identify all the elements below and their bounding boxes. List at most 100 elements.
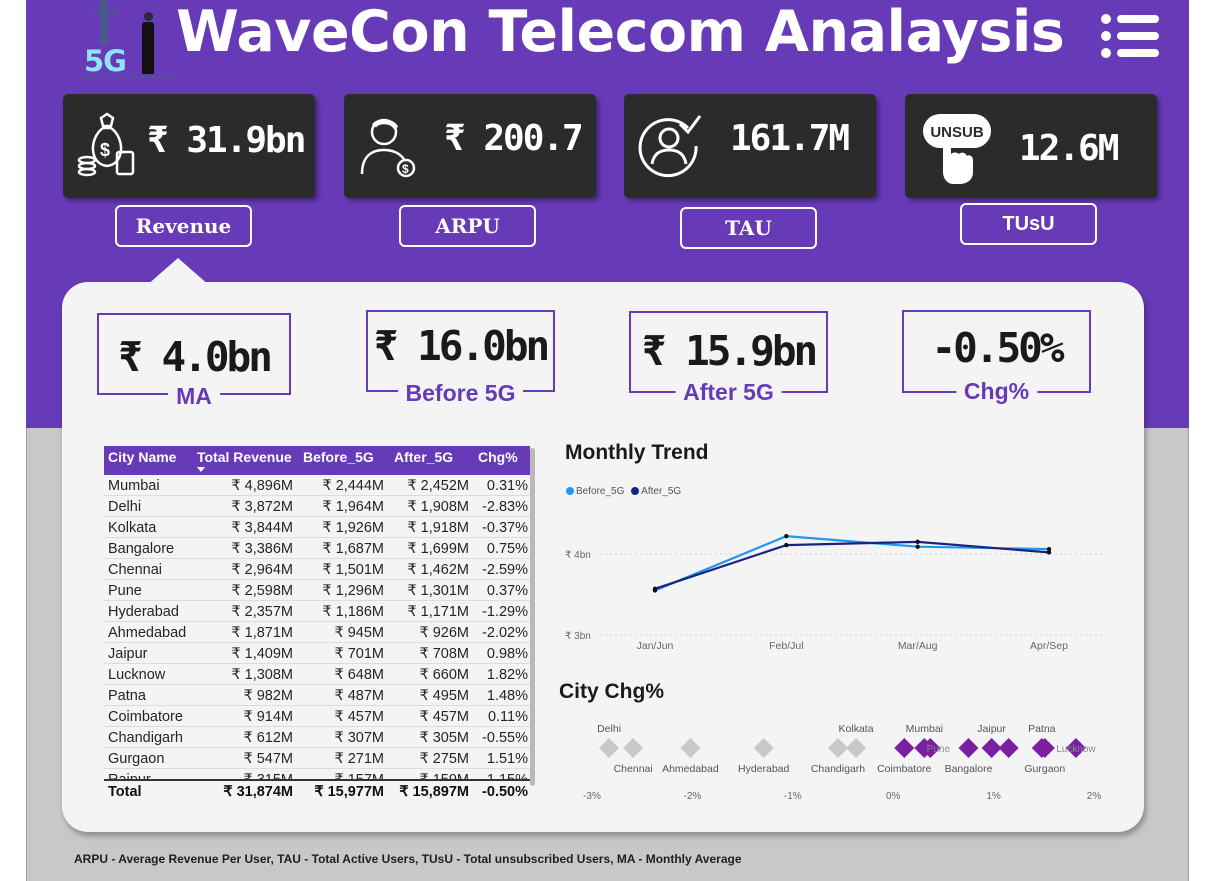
data-point[interactable] [920,738,941,758]
legend-item-after-5g[interactable]: After_5G [631,486,681,497]
table-row[interactable]: Gurgaon ₹ 547M ₹ 271M ₹ 275M 1.51% [104,748,530,769]
data-point[interactable] [1046,546,1052,552]
kpi-label-tau[interactable]: TAU [680,207,817,249]
cell-total-revenue: ₹ 2,964M [231,562,293,578]
point-label: Jaipur [977,723,1006,735]
tower-icon [92,0,116,44]
x-tick-label: 2% [1087,791,1102,802]
cell-before-5g: ₹ 457M [334,709,384,725]
menu-icon[interactable] [1101,14,1161,58]
cell-chg: 0.31% [486,478,528,494]
data-point[interactable] [784,533,789,539]
kpi-value: ₹ 31.9bn [147,120,306,161]
point-label: Kolkata [839,723,874,735]
table-row[interactable]: Raipur ₹ 315M₹ 157M₹ 159M1.15% [104,769,530,779]
data-point[interactable] [1046,550,1052,555]
data-point[interactable] [998,738,1019,758]
cell-city: Mumbai [108,478,160,494]
data-point[interactable] [981,738,1002,758]
table-row[interactable]: Patna ₹ 982M ₹ 487M ₹ 495M 1.48% [104,685,530,706]
column-header-city[interactable]: City Name [108,449,177,465]
cell-after-5g: ₹ 1,462M [407,562,469,578]
column-header-after-5g[interactable]: After_5G [394,449,454,465]
series-line-after-5g[interactable] [654,540,1050,590]
table-row[interactable]: Chennai ₹ 2,964M ₹ 1,501M ₹ 1,462M -2.59% [104,559,530,580]
column-header-total-revenue[interactable]: Total Revenue [197,449,292,465]
cell-total-revenue: ₹ 4,896M [231,478,293,494]
cell-before-5g: ₹ 648M [334,667,384,683]
kpi-label-revenue[interactable]: Revenue [115,205,252,247]
cell-total-revenue: ₹ 547M [243,751,293,767]
cell-total-revenue: ₹ 315M [204,769,293,779]
x-tick-label: 0% [886,791,901,802]
column-header-before-5g[interactable]: Before_5G [303,449,374,465]
detail-panel [62,282,1144,832]
point-label: Hyderabad [738,763,790,775]
table-row[interactable]: Mumbai ₹ 4,896M ₹ 2,444M ₹ 2,452M 0.31% [104,475,530,496]
table-row[interactable]: Lucknow ₹ 1,308M ₹ 648M ₹ 660M 1.82% [104,664,530,685]
x-tick-label: Mar/Aug [898,640,938,652]
cell-after-5g: ₹ 1,301M [407,583,469,599]
data-point[interactable] [599,738,620,758]
svg-text:UNSUB: UNSUB [930,124,984,141]
cell-city: Ahmedabad [108,625,187,641]
table-row[interactable]: Ahmedabad ₹ 1,871M ₹ 945M ₹ 926M -2.02% [104,622,530,643]
table-row[interactable]: Chandigarh ₹ 612M ₹ 307M ₹ 305M -0.55% [104,727,530,748]
data-point[interactable] [915,544,920,549]
y-tick-label: ₹ 3bn [565,631,591,642]
x-tick-label: Apr/Sep [1030,640,1068,652]
x-tick-label: -3% [583,791,601,802]
data-point[interactable] [652,586,658,592]
point-label: Ahmedabad [662,763,719,775]
subkpi-value: ₹ 15.9bn [641,327,818,375]
table-row[interactable]: Hyderabad ₹ 2,357M ₹ 1,186M ₹ 1,171M -1.29% [104,601,530,622]
subkpi-before-5g: ₹ 16.0bn Before 5G [366,310,555,407]
data-point[interactable] [1065,738,1086,758]
cell-after-5g: ₹ 1,699M [407,541,469,557]
data-point[interactable] [1034,738,1055,758]
cell-city: Chandigarh [108,730,183,746]
table-row[interactable]: Kolkata ₹ 3,844M ₹ 1,926M ₹ 1,918M -0.37% [104,517,530,538]
point-label: Chennai [614,763,653,775]
kpi-card-arpu: $ ₹ 200.7 [344,94,596,198]
cell-total-revenue: ₹ 2,598M [231,583,293,599]
kpi-card-revenue: $ ₹ 31.9bn [63,94,315,198]
table-header: City Name Total Revenue Before_5G After_… [104,446,530,475]
cell-after-5g: ₹ 275M [419,751,469,767]
data-point[interactable] [827,738,848,758]
cell-city: Kolkata [108,520,157,536]
data-point[interactable] [784,542,789,548]
cell-after-5g: ₹ 926M [419,625,469,641]
table-row[interactable]: Delhi ₹ 3,872M ₹ 1,964M ₹ 1,908M -2.83% [104,496,530,517]
column-header-chg[interactable]: Chg% [478,449,518,465]
kpi-label-tusu[interactable]: TUsU [960,203,1097,245]
total-revenue: ₹ 31,874M [223,784,293,800]
table-scrollbar[interactable] [530,448,535,786]
data-point[interactable] [623,738,644,758]
legend-item-before-5g[interactable]: Before_5G [566,486,624,497]
data-point[interactable] [846,738,867,758]
data-point[interactable] [753,738,774,758]
cell-chg: -0.37% [482,520,528,536]
cell-total-revenue: ₹ 914M [243,709,293,725]
kpi-value: 161.7M [730,118,850,159]
table-row[interactable]: Bangalore ₹ 3,386M ₹ 1,687M ₹ 1,699M 0.75% [104,538,530,559]
table-row[interactable]: Jaipur ₹ 1,409M ₹ 701M ₹ 708M 0.98% [104,643,530,664]
footnote: ARPU - Average Revenue Per User, TAU - T… [74,852,742,866]
cell-before-5g: ₹ 157M [294,769,384,779]
data-point[interactable] [958,738,979,758]
kpi-label-arpu[interactable]: ARPU [399,205,536,247]
point-label: Lucknow [1056,744,1096,755]
cell-chg: 1.82% [486,667,528,683]
table-row[interactable]: Pune ₹ 2,598M ₹ 1,296M ₹ 1,301M 0.37% [104,580,530,601]
data-point[interactable] [894,738,915,758]
cell-chg: -2.83% [482,499,528,515]
subkpi-value: -0.50% [931,324,1064,372]
cell-total-revenue: ₹ 612M [243,730,293,746]
data-point[interactable] [915,539,920,545]
cell-total-revenue: ₹ 3,386M [231,541,293,557]
cell-chg: 1.48% [486,688,528,704]
data-point[interactable] [680,738,701,758]
point-label: Gurgaon [1024,763,1065,775]
table-row[interactable]: Coimbatore ₹ 914M ₹ 457M ₹ 457M 0.11% [104,706,530,727]
